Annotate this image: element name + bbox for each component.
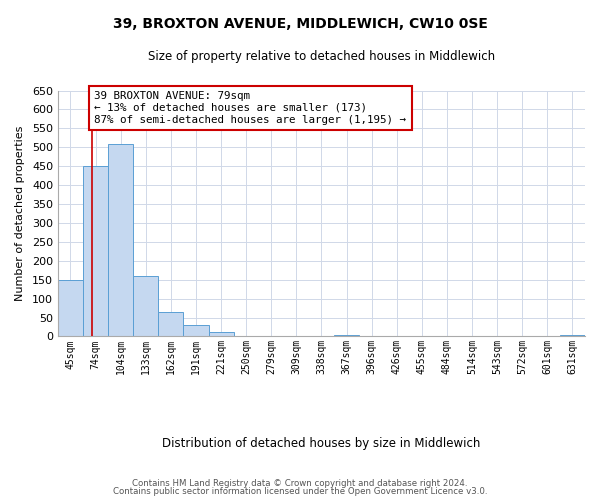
Text: 39, BROXTON AVENUE, MIDDLEWICH, CW10 0SE: 39, BROXTON AVENUE, MIDDLEWICH, CW10 0SE xyxy=(113,18,487,32)
Text: 39 BROXTON AVENUE: 79sqm
← 13% of detached houses are smaller (173)
87% of semi-: 39 BROXTON AVENUE: 79sqm ← 13% of detach… xyxy=(94,92,406,124)
Y-axis label: Number of detached properties: Number of detached properties xyxy=(15,126,25,301)
Bar xyxy=(58,280,83,336)
Bar xyxy=(334,334,359,336)
X-axis label: Distribution of detached houses by size in Middlewich: Distribution of detached houses by size … xyxy=(162,437,481,450)
Bar xyxy=(133,276,158,336)
Bar xyxy=(108,144,133,336)
Text: Contains HM Land Registry data © Crown copyright and database right 2024.: Contains HM Land Registry data © Crown c… xyxy=(132,478,468,488)
Bar xyxy=(83,166,108,336)
Text: Contains public sector information licensed under the Open Government Licence v3: Contains public sector information licen… xyxy=(113,487,487,496)
Bar xyxy=(209,332,233,336)
Title: Size of property relative to detached houses in Middlewich: Size of property relative to detached ho… xyxy=(148,50,495,63)
Bar xyxy=(560,334,585,336)
Bar xyxy=(158,312,184,336)
Bar xyxy=(184,325,209,336)
